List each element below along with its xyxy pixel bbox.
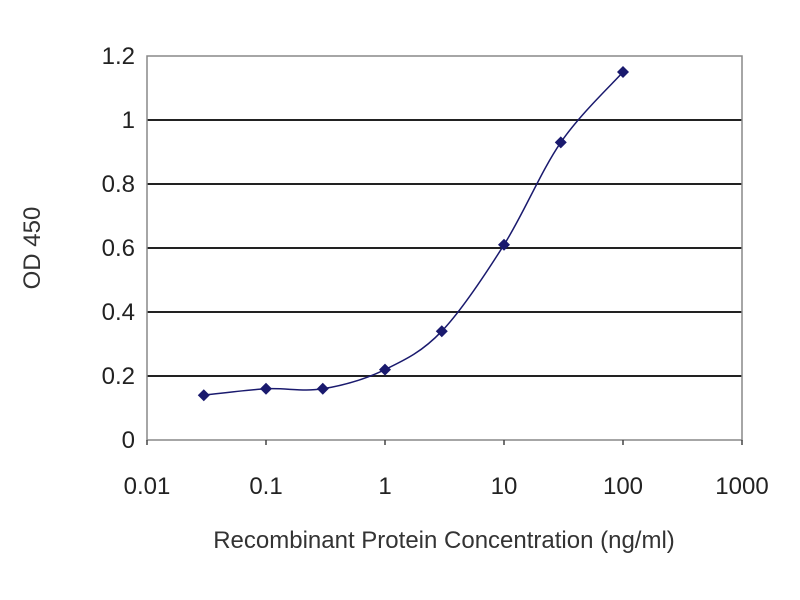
plot-area-border: [146, 55, 743, 441]
y-tick-label: 0.6: [102, 235, 135, 262]
x-tick-label: 1: [378, 473, 391, 500]
y-tick-label: 0.2: [102, 363, 135, 390]
y-axis-label: OD 450: [19, 207, 46, 290]
y-tick-label: 0.8: [102, 171, 135, 198]
data-point-marker: [379, 363, 391, 376]
data-point-marker: [260, 382, 272, 395]
y-tick-label: 1: [122, 107, 135, 134]
data-point-marker: [435, 325, 448, 338]
data-point-marker: [498, 238, 510, 251]
data-point-marker: [617, 66, 629, 78]
x-axis-label: Recombinant Protein Concentration (ng/ml…: [213, 527, 675, 554]
gridlines: [147, 119, 742, 377]
x-tick-label: 10: [491, 473, 518, 500]
y-tick-label: 1.2: [102, 43, 135, 70]
x-tick-label: 1000: [715, 473, 768, 500]
x-tick-label: 0.01: [124, 473, 171, 500]
x-tick-label: 0.1: [249, 473, 282, 500]
data-point-marker: [316, 382, 329, 395]
x-tick-label: 100: [603, 473, 643, 500]
x-axis-ticks: 0.01 0.1 1 10 100 1000: [124, 440, 769, 500]
data-point-marker: [197, 389, 210, 402]
data-point-marker: [554, 136, 567, 149]
y-tick-label: 0.4: [102, 299, 135, 326]
data-points: [197, 66, 629, 402]
y-tick-label: 0: [122, 427, 135, 454]
y-axis-ticks: 0 0.2 0.4 0.6 0.8 1 1.2: [102, 43, 135, 454]
